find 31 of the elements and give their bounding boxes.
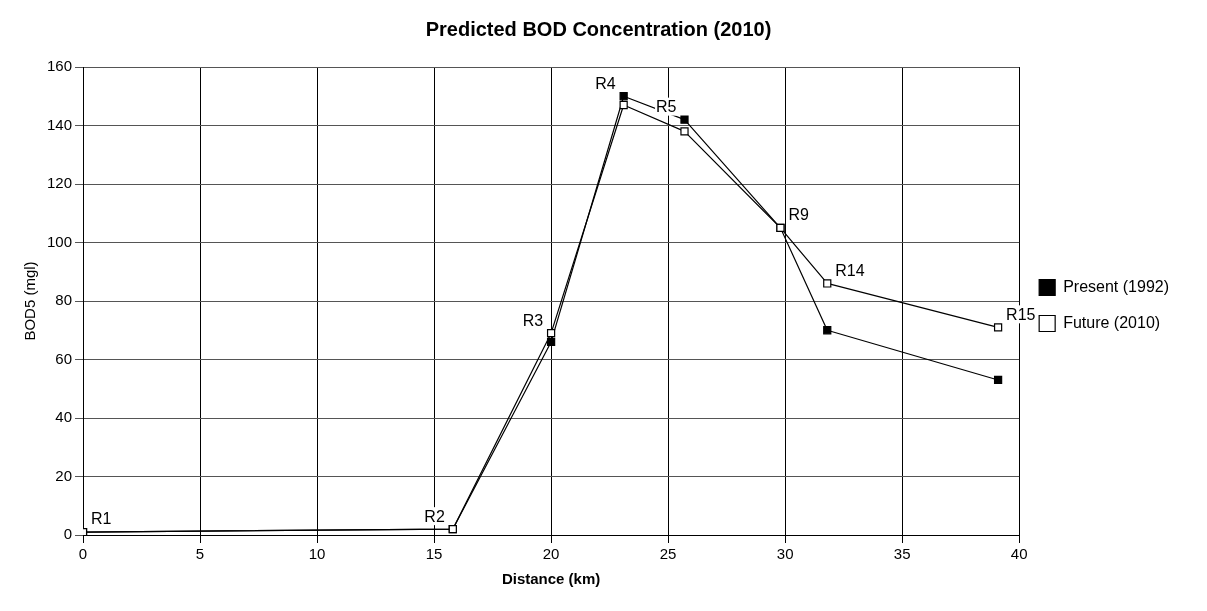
annotation: R2 — [424, 507, 445, 525]
y-tick-label: 160 — [47, 57, 73, 75]
legend-label: Present (1992) — [1063, 277, 1170, 295]
x-tick-label: 15 — [425, 545, 443, 563]
x-axis-title: Distance (km) — [501, 570, 601, 588]
y-tick-label: 100 — [47, 232, 73, 250]
annotation: R15 — [1006, 305, 1036, 323]
x-tick-label: 20 — [542, 545, 560, 563]
annotation: R9 — [788, 206, 809, 224]
x-tick-label: 30 — [776, 545, 794, 563]
annotation: R1 — [91, 510, 112, 528]
x-tick-label: 0 — [78, 545, 88, 563]
y-tick-label: 80 — [55, 291, 73, 309]
annotation: R5 — [656, 98, 677, 116]
x-tick-label: 5 — [195, 545, 205, 563]
y-tick-label: 60 — [55, 349, 73, 367]
y-tick-label: 20 — [55, 466, 73, 484]
annotation: R14 — [835, 261, 865, 279]
chart-title: Predicted BOD Concentration (2010) — [425, 17, 772, 40]
y-tick-label: 120 — [47, 174, 73, 192]
x-tick-label: 25 — [659, 545, 677, 563]
y-tick-label: 0 — [63, 525, 73, 543]
x-tick-label: 35 — [893, 545, 911, 563]
legend-label: Future (2010) — [1063, 313, 1161, 331]
y-tick-label: 140 — [47, 115, 73, 133]
annotation: R3 — [522, 311, 544, 329]
y-tick-label: 40 — [55, 408, 73, 426]
x-tick-label: 10 — [308, 545, 326, 563]
annotation: R4 — [595, 74, 616, 92]
x-tick-label: 40 — [1010, 545, 1028, 563]
y-axis-title: BOD5 (mgl) — [21, 261, 39, 341]
